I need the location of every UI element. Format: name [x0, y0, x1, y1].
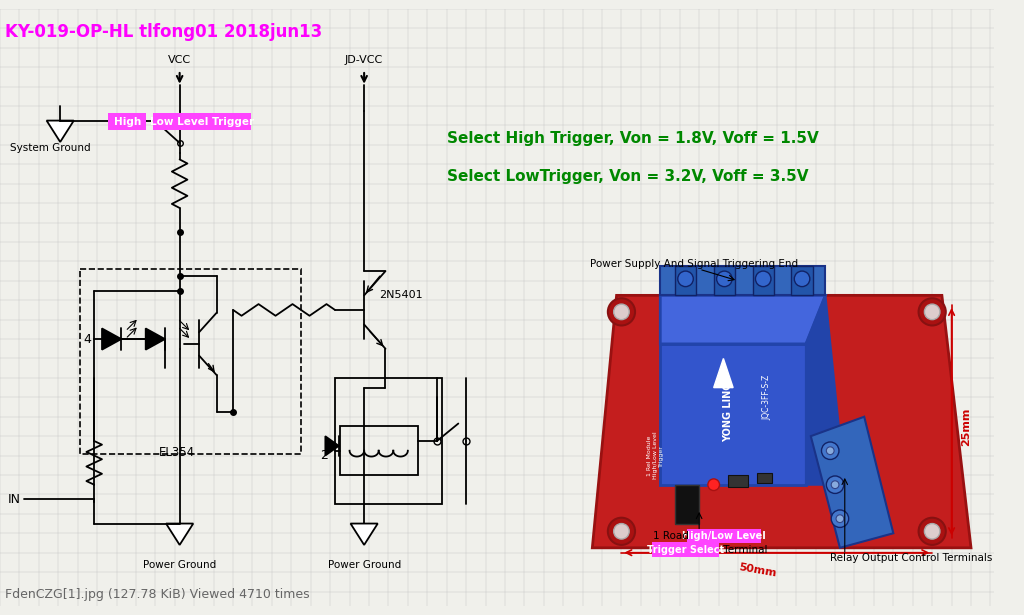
Text: High/Low Level: High/Low Level	[683, 531, 766, 541]
Bar	[714, 266, 735, 295]
FancyBboxPatch shape	[109, 113, 146, 130]
Polygon shape	[47, 121, 74, 142]
Polygon shape	[166, 523, 194, 545]
Bar	[753, 266, 774, 295]
Text: 50mm: 50mm	[737, 562, 777, 579]
Text: EL354: EL354	[159, 446, 195, 459]
Polygon shape	[660, 344, 806, 485]
Bar	[340, 426, 418, 475]
Polygon shape	[714, 359, 733, 387]
Circle shape	[919, 298, 946, 325]
Text: Select LowTrigger, Von = 3.2V, Voff = 3.5V: Select LowTrigger, Von = 3.2V, Voff = 3.…	[446, 169, 808, 184]
Text: 4: 4	[83, 333, 91, 346]
Polygon shape	[145, 328, 165, 350]
Bar	[675, 266, 696, 295]
Polygon shape	[326, 436, 339, 456]
Circle shape	[831, 510, 849, 528]
Text: Power Supply And Signal Triggering End: Power Supply And Signal Triggering End	[591, 259, 799, 269]
Text: 1 Rel Module
High/Low Level
Trigger: 1 Rel Module High/Low Level Trigger	[647, 432, 664, 479]
Text: Trigger Select: Trigger Select	[647, 545, 724, 555]
Text: FdenCZG[1].jpg (127.78 KiB) Viewed 4710 times: FdenCZG[1].jpg (127.78 KiB) Viewed 4710 …	[5, 588, 309, 601]
Circle shape	[826, 447, 835, 454]
Circle shape	[919, 518, 946, 545]
Text: Select High Trigger, Von = 1.8V, Voff = 1.5V: Select High Trigger, Von = 1.8V, Voff = …	[446, 130, 818, 146]
Polygon shape	[811, 417, 893, 548]
Circle shape	[826, 476, 844, 493]
Polygon shape	[350, 523, 378, 545]
Bar	[758, 473, 772, 483]
Text: High: High	[114, 117, 141, 127]
Text: 2: 2	[321, 449, 329, 462]
Circle shape	[925, 304, 940, 320]
Polygon shape	[806, 295, 845, 485]
Polygon shape	[102, 328, 122, 350]
Text: JD-VCC: JD-VCC	[345, 55, 383, 65]
FancyBboxPatch shape	[652, 542, 719, 557]
Text: IN: IN	[8, 493, 20, 506]
Text: VCC: VCC	[168, 55, 191, 65]
Circle shape	[613, 523, 629, 539]
Circle shape	[678, 271, 693, 287]
Text: Relay Output Control Terminals: Relay Output Control Terminals	[830, 552, 992, 563]
Text: Power Ground: Power Ground	[143, 560, 216, 571]
Circle shape	[613, 304, 629, 320]
Text: 1 Road: 1 Road	[652, 531, 691, 541]
Bar	[335, 378, 441, 504]
Text: System Ground: System Ground	[9, 143, 90, 153]
Text: Power Ground: Power Ground	[328, 560, 400, 571]
Text: Low Level Trigger: Low Level Trigger	[150, 117, 254, 127]
Text: 25mm: 25mm	[962, 407, 972, 446]
Circle shape	[756, 271, 771, 287]
Circle shape	[608, 298, 635, 325]
FancyBboxPatch shape	[687, 529, 761, 544]
Circle shape	[821, 442, 839, 459]
Bar	[728, 475, 748, 486]
Text: KY-019-OP-HL tlfong01 2018jun13: KY-019-OP-HL tlfong01 2018jun13	[5, 23, 323, 41]
Polygon shape	[660, 266, 825, 295]
Circle shape	[717, 271, 732, 287]
Bar	[792, 266, 813, 295]
Circle shape	[836, 515, 844, 523]
Text: JQC-3FF-S-Z: JQC-3FF-S-Z	[763, 375, 772, 420]
Circle shape	[708, 479, 720, 491]
Bar	[675, 485, 699, 523]
Text: YONG LING: YONG LING	[723, 382, 733, 442]
Text: 2N5401: 2N5401	[379, 290, 422, 300]
Circle shape	[925, 523, 940, 539]
Polygon shape	[660, 295, 825, 344]
Bar	[80, 269, 301, 454]
Circle shape	[608, 518, 635, 545]
Polygon shape	[592, 295, 971, 548]
Circle shape	[831, 481, 839, 488]
Text: Terminal: Terminal	[721, 545, 768, 555]
FancyBboxPatch shape	[153, 113, 251, 130]
Circle shape	[795, 271, 810, 287]
